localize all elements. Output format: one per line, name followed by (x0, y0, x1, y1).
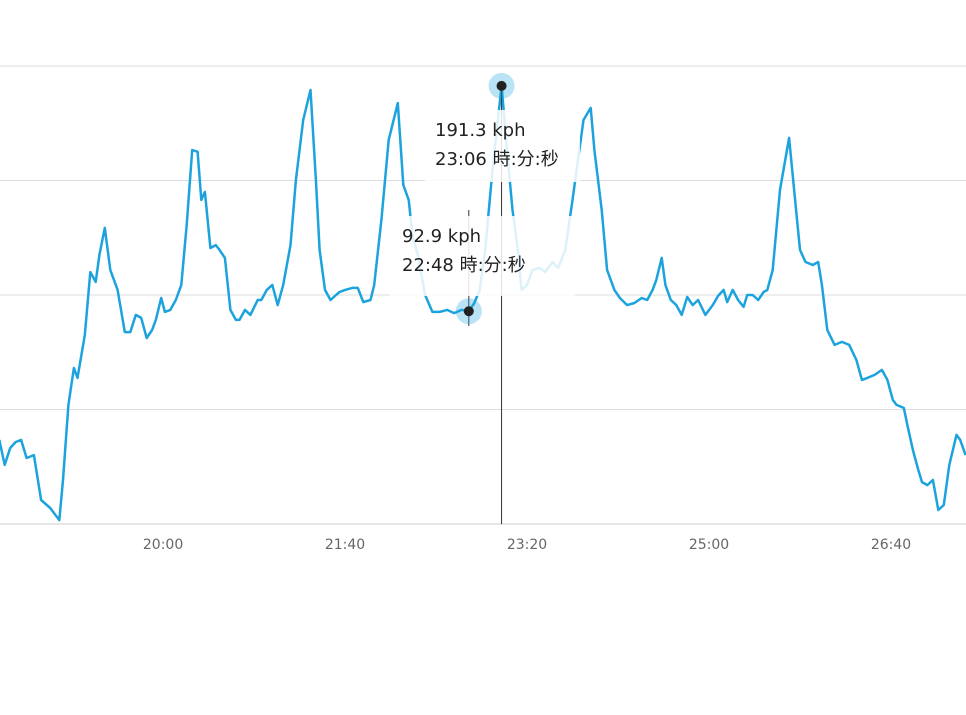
tooltip-box (390, 216, 575, 296)
tooltip-value: 92.9 kph (402, 226, 481, 247)
point (496, 80, 507, 91)
x-tick-label: 21:40 (325, 537, 365, 553)
tooltip-value: 191.3 kph (435, 120, 526, 141)
x-tick-label: 26:40 (871, 537, 911, 553)
point (463, 306, 474, 317)
tooltip-time: 22:48 時:分:秒 (402, 255, 526, 276)
x-tick-label: 25:00 (689, 537, 729, 553)
x-tick-label: 20:00 (143, 537, 183, 553)
tooltip-time: 23:06 時:分:秒 (435, 149, 559, 170)
x-tick-label: 23:20 (507, 537, 547, 553)
tooltip-box (425, 110, 580, 182)
